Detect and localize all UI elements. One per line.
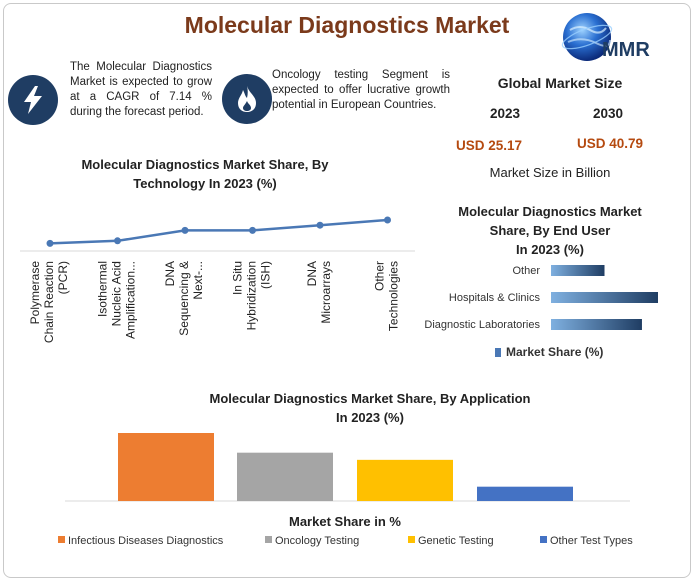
value-2030: USD 40.79: [577, 136, 644, 151]
year-2030: 2030: [593, 106, 624, 121]
end-user-tick-label-0: Other: [512, 265, 540, 277]
technology-point-2: [181, 226, 189, 234]
technology-chart-title-line1: Molecular Diagnostics Market Share, By: [81, 157, 329, 172]
application-bar-2: [357, 459, 453, 501]
value-2023: USD 25.17: [456, 138, 523, 153]
infographic-frame: [3, 3, 691, 578]
end-user-chart-title: Molecular Diagnostics Market Share, By E…: [440, 202, 660, 259]
application-chart-title-line2: In 2023 (%): [336, 410, 404, 425]
end-user-tick-label-2: Diagnostic Laboratories: [424, 319, 540, 331]
technology-tick-label-1-0: Isothermal: [96, 261, 110, 317]
technology-tick-label-2-1: Sequencing &: [177, 261, 191, 336]
globe-icon: [563, 13, 611, 61]
application-legend-label-0: Infectious Diseases Diagnostics: [68, 535, 224, 547]
cagr-text: The Molecular Diagnostics Market is expe…: [70, 61, 212, 118]
technology-tick-label-4-0: DNA: [305, 261, 319, 286]
logo-text: MMR: [602, 39, 650, 61]
technology-chart-title-line2: Technology In 2023 (%): [133, 176, 277, 191]
application-chart-title: Molecular Diagnostics Market Share, By A…: [190, 389, 550, 427]
technology-tick-label-1-2: Amplification...: [124, 261, 138, 339]
end-user-tick-label-1: Hospitals & Clinics: [449, 292, 541, 304]
end-user-bar-0: [551, 265, 605, 276]
technology-tick-label-2-2: Next-...: [191, 261, 205, 300]
end-user-bar-chart: Other Hospitals & Clinics Diagnostic Labor…: [424, 265, 658, 359]
technology-point-4: [316, 221, 324, 229]
end-user-legend-label: Market Share (%): [506, 345, 603, 359]
application-legend-label-2: Genetic Testing: [418, 535, 494, 547]
end-user-legend-swatch: [495, 348, 501, 357]
flame-icon: [222, 74, 272, 124]
year-2023: 2023: [490, 106, 521, 121]
technology-tick-label-0-0: Polymerase: [28, 261, 42, 325]
technology-tick-label-1-1: Nucleic Acid: [110, 261, 124, 326]
technology-point-0: [46, 239, 54, 247]
lightning-icon: [8, 75, 58, 125]
application-bar-1: [237, 452, 333, 501]
technology-chart-title: Molecular Diagnostics Market Share, By T…: [50, 155, 360, 193]
application-bar-0: [118, 433, 214, 501]
technology-tick-label-3-2: (ISH): [259, 261, 273, 289]
technology-point-5: [384, 216, 391, 224]
technology-tick-label-5-0: Other: [373, 261, 387, 291]
application-x-axis-label: Market Share in %: [289, 514, 401, 529]
application-legend-label-1: Oncology Testing: [275, 535, 359, 547]
end-user-chart-title-line1: Molecular Diagnostics Market: [458, 204, 642, 219]
application-legend-swatch-3: [540, 536, 547, 543]
application-chart-title-line1: Molecular Diagnostics Market Share, By A…: [209, 391, 531, 406]
mmr-logo: MMR: [560, 10, 684, 68]
end-user-chart-title-line2: Share, By End User: [489, 223, 611, 238]
technology-tick-label-0-1: Chain Reaction: [42, 261, 56, 343]
application-legend-swatch-2: [408, 536, 415, 543]
oncology-text: Oncology testing Segment is expected to …: [272, 69, 450, 111]
end-user-chart-title-line3: In 2023 (%): [516, 242, 584, 257]
end-user-bar-1: [551, 292, 658, 303]
application-bar-chart: Market Share in % Infectious Diseases Dia…: [58, 433, 633, 547]
application-legend-label-3: Other Test Types: [550, 535, 633, 547]
technology-tick-label-3-1: Hybridization: [245, 261, 259, 330]
technology-tick-label-4-1: Microarrays: [319, 261, 333, 324]
global-market-title: Global Market Size: [497, 75, 623, 91]
market-size-unit: Market Size in Billion: [489, 165, 611, 180]
technology-tick-label-3-0: In Situ: [231, 261, 245, 295]
page-title: Molecular Diagnostics Market: [184, 12, 510, 38]
technology-point-1: [114, 237, 121, 245]
application-bar-3: [477, 486, 573, 501]
end-user-bar-2: [551, 319, 642, 330]
technology-tick-label-5-1: Technologies: [387, 261, 401, 331]
technology-series-line: [49, 218, 388, 245]
application-legend-swatch-1: [265, 536, 272, 543]
application-legend-swatch-0: [58, 536, 65, 543]
technology-point-3: [249, 226, 256, 234]
technology-line-chart: Polymerase Chain Reaction (PCR) Isothermal N…: [20, 216, 415, 343]
technology-tick-label-2-0: DNA: [163, 261, 177, 286]
technology-tick-label-0-2: (PCR): [56, 261, 70, 294]
